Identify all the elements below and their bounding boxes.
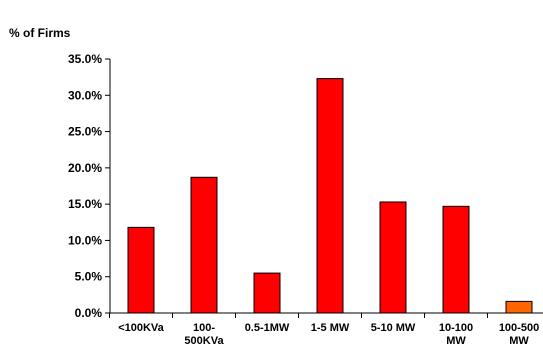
bar [505,300,533,314]
y-tick-label: 20.0% [68,161,102,175]
x-category-label: 100-500KVa [184,322,224,347]
bar [127,226,155,314]
x-category-label: 10-100 MW [439,322,473,347]
y-tick-label: 35.0% [68,52,102,66]
x-category-label: 0.5-1MW [245,322,290,334]
y-axis-title: % of Firms [9,26,71,40]
y-tick-label: 10.0% [68,233,102,247]
bars [127,78,533,314]
y-tick-label: 5.0% [75,270,103,284]
y-tick-label: 30.0% [68,88,102,102]
y-tick-label: 15.0% [68,197,102,211]
x-axis-labels: <100KVa 100-500KVa 0.5-1MW 1-5 MW 5-10 MW 10-… [109,313,539,347]
bar [190,176,218,314]
x-category-label: 100-500 MW [499,322,539,347]
x-category-label: 1-5 MW [311,322,350,334]
x-category-label: <100KVa [118,322,164,334]
bar [316,78,344,314]
bar [442,205,470,314]
y-tick-label: 0.0% [75,306,103,320]
bar [253,272,281,314]
x-category-label: 5-10 MW [371,322,416,334]
y-tick-label: 25.0% [68,125,102,139]
bar [379,201,407,314]
y-axis-ticks: 0.0% 5.0% 10.0% 15.0% 20.0% 25.0% 30.0% 35.0% [68,52,110,320]
